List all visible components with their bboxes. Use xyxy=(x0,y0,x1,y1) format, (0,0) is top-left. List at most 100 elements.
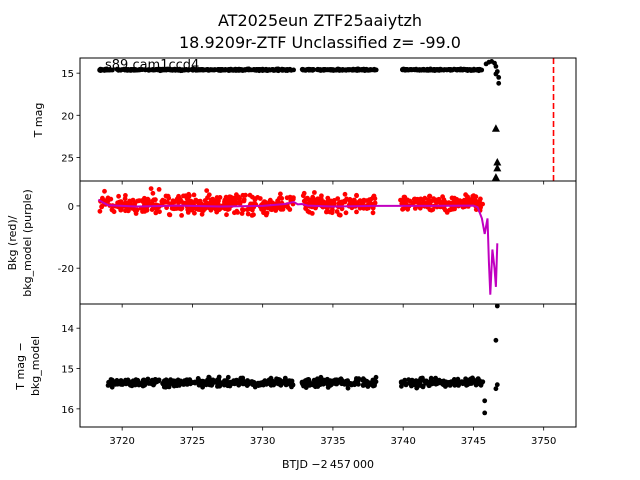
bkg-point xyxy=(232,210,237,216)
mag-point xyxy=(423,380,428,385)
bkg-point xyxy=(156,187,162,192)
bkg-point xyxy=(246,206,251,212)
bkg-point xyxy=(223,194,229,200)
bkg-model-line xyxy=(97,198,499,295)
mag-point xyxy=(201,67,207,73)
mag-point xyxy=(366,382,372,387)
mag-point xyxy=(231,67,237,73)
mag-point xyxy=(482,410,488,416)
mag-point xyxy=(458,66,464,72)
bkg-point xyxy=(142,209,148,214)
mag-point xyxy=(321,381,326,387)
bkg-point xyxy=(285,205,291,211)
bkg-point xyxy=(234,200,240,206)
bkg-point xyxy=(417,205,423,211)
mag-point xyxy=(97,67,103,73)
mag-point xyxy=(206,375,212,380)
bkg-point xyxy=(278,207,284,212)
bkg-point xyxy=(166,212,172,217)
bkg-point xyxy=(278,191,283,197)
plot-area xyxy=(105,304,500,416)
mag-point xyxy=(493,71,499,77)
mag-point xyxy=(131,67,137,73)
bkg-point xyxy=(252,201,258,206)
mag-point xyxy=(214,377,220,383)
bkg-point xyxy=(334,209,340,214)
bkg-point xyxy=(179,205,185,211)
mag-point xyxy=(493,64,499,69)
bkg-point xyxy=(192,210,197,216)
bottom-yticks: 14 15 16 xyxy=(61,324,80,416)
mag-point xyxy=(406,67,412,72)
middle-ylabel-line2: bkg_model (purple) xyxy=(21,189,34,296)
mag-point xyxy=(215,67,220,73)
bkg-point xyxy=(446,200,452,206)
bkg-point xyxy=(204,188,210,194)
bkg-point xyxy=(434,197,439,203)
bkg-point xyxy=(227,194,233,200)
mag-point xyxy=(447,383,453,388)
bkg-point xyxy=(325,197,331,203)
upper-limit-marker xyxy=(493,157,502,166)
bottom-data-layer xyxy=(105,304,500,416)
bkg-point xyxy=(240,192,246,198)
panel-top-frame xyxy=(79,57,577,182)
bkg-point xyxy=(370,210,376,216)
mag-point xyxy=(474,380,480,386)
mag-point xyxy=(413,66,419,72)
mag-point xyxy=(428,381,433,387)
mag-point xyxy=(115,380,121,386)
mag-point xyxy=(200,381,206,386)
bkg-point xyxy=(343,210,349,216)
mag-point xyxy=(496,75,502,80)
bkg-point xyxy=(140,199,146,205)
panel-background: 0 -20 Bkg (red)/ bkg_model (purple) xyxy=(6,180,577,308)
middle-yticks: 0 -20 xyxy=(58,202,80,275)
y-tick-label: 14 xyxy=(61,324,74,335)
mag-point xyxy=(470,67,475,73)
bkg-point xyxy=(199,211,205,217)
bkg-point xyxy=(134,207,140,213)
bkg-point xyxy=(144,199,150,205)
panel-bottom-frame xyxy=(79,303,577,428)
bkg-point xyxy=(405,206,411,212)
mag-point xyxy=(470,376,476,382)
mag-point xyxy=(496,80,502,86)
bkg-point xyxy=(122,200,128,206)
mag-point xyxy=(433,375,438,381)
bkg-point xyxy=(174,206,179,211)
mag-point xyxy=(179,380,185,386)
mag-point xyxy=(415,380,421,386)
mag-point xyxy=(313,384,318,390)
mag-point xyxy=(264,67,270,73)
bkg-point xyxy=(407,198,413,204)
bkg-point xyxy=(460,199,466,205)
mag-point xyxy=(493,337,499,343)
bkg-point xyxy=(225,207,231,212)
mag-point xyxy=(169,67,175,73)
bkg-point xyxy=(305,195,310,201)
mag-point xyxy=(360,383,366,388)
upper-limit-marker xyxy=(491,173,500,181)
bkg-point xyxy=(133,211,139,216)
bkg-point xyxy=(309,211,315,216)
mag-point xyxy=(372,383,377,388)
y-tick-label: 15 xyxy=(61,365,74,376)
mag-point xyxy=(338,67,343,73)
panel-tmag-minus-bkg: 14 15 16 3720 3725 3730 3735 3740 3745 3750 T ma… xyxy=(14,303,577,471)
bkg-point xyxy=(351,199,357,205)
mag-point xyxy=(168,377,173,383)
bkg-point xyxy=(206,192,212,198)
mag-point xyxy=(186,378,192,384)
bkg-point xyxy=(400,206,406,212)
bkg-point xyxy=(191,192,197,198)
mag-point xyxy=(330,381,336,386)
mag-point xyxy=(340,381,346,386)
y-tick-label: 15 xyxy=(61,69,74,80)
mag-point xyxy=(283,67,289,73)
x-tick-label: 3735 xyxy=(320,436,345,447)
bkg-point xyxy=(466,198,472,204)
bkg-point xyxy=(239,211,245,216)
bkg-point xyxy=(99,204,104,210)
bkg-point xyxy=(241,198,247,204)
